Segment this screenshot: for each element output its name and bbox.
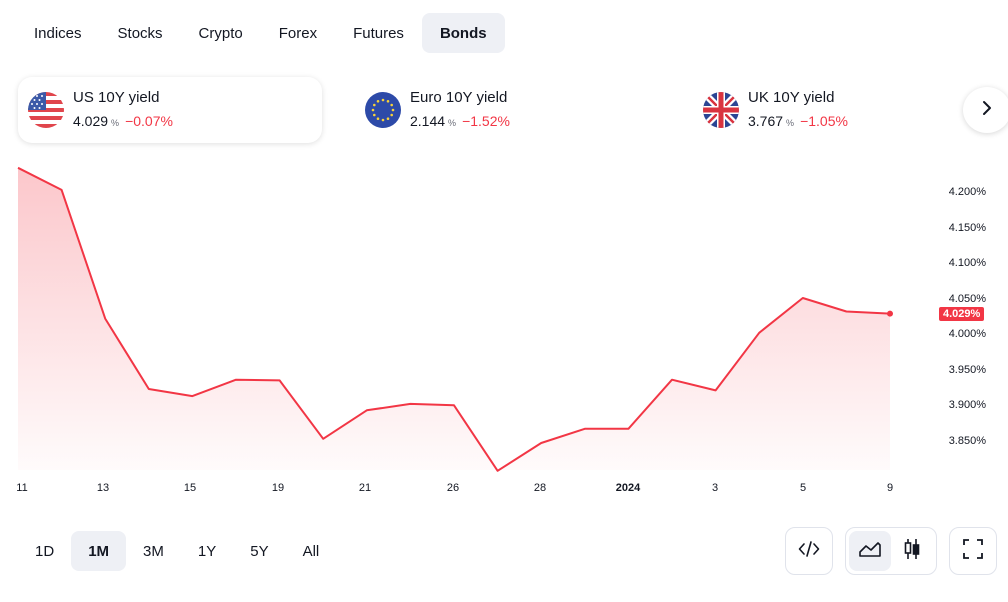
card-us-10y[interactable]: US 10Y yield 4.029% −0.07% — [18, 77, 322, 143]
y-tick-label: 3.850% — [948, 434, 986, 447]
x-tick-label: 28 — [533, 482, 547, 494]
tab-bonds[interactable]: Bonds — [421, 13, 505, 53]
code-icon — [798, 540, 820, 562]
tab-forex[interactable]: Forex — [278, 24, 318, 42]
range-1y[interactable]: 1Y — [197, 542, 217, 560]
tab-stocks[interactable]: Stocks — [117, 24, 163, 42]
range-3m[interactable]: 3M — [143, 542, 164, 560]
card-value: 4.029 — [73, 112, 109, 129]
x-tick-label: 19 — [271, 482, 285, 494]
y-tick-label: 4.100% — [948, 257, 986, 270]
x-tick-label: 15 — [183, 482, 197, 494]
tab-futures[interactable]: Futures — [353, 24, 404, 42]
symbol-cards: US 10Y yield 4.029% −0.07% Euro 10Y yield… — [18, 77, 1008, 143]
range-1d[interactable]: 1D — [35, 542, 55, 560]
x-tick-label: 21 — [358, 482, 372, 494]
tab-crypto[interactable]: Crypto — [198, 24, 243, 42]
y-tick-label: 3.900% — [948, 399, 986, 412]
area-chart-icon — [859, 541, 881, 562]
x-tick-label: 26 — [446, 482, 460, 494]
x-tick-label: 13 — [96, 482, 110, 494]
range-5y[interactable]: 5Y — [250, 542, 269, 560]
series-area — [18, 167, 890, 471]
card-unit: % — [786, 117, 795, 128]
card-uk-10y[interactable]: UK 10Y yield 3.767% −1.05% — [693, 77, 963, 143]
eu-flag-icon — [365, 92, 401, 128]
x-tick-label: 3 — [711, 482, 719, 494]
candlestick-icon — [903, 538, 921, 565]
chart-type-switch — [845, 527, 937, 575]
card-unit: % — [111, 117, 120, 128]
market-tabs: Indices Stocks Crypto Forex Futures Bond… — [16, 13, 505, 53]
range-all[interactable]: All — [302, 542, 320, 560]
y-tick-label: 4.200% — [948, 186, 986, 198]
x-tick-label: 11 — [16, 482, 28, 494]
area-chart-button[interactable] — [849, 531, 891, 571]
x-tick-label: 9 — [886, 482, 894, 494]
card-change: −1.05% — [800, 112, 848, 129]
uk-flag-icon — [703, 92, 739, 128]
fullscreen-icon — [963, 538, 983, 564]
y-tick-label: 4.150% — [948, 221, 986, 234]
y-tick-label: 4.000% — [948, 328, 986, 341]
chart-canvas — [17, 166, 893, 472]
range-1m[interactable]: 1M — [71, 531, 127, 571]
y-tick-label: 4.050% — [948, 292, 986, 305]
range-selector: 1D 1M 3M 1Y 5Y All — [18, 531, 336, 571]
chevron-right-icon — [980, 100, 994, 121]
next-cards-button[interactable] — [963, 87, 1008, 133]
card-name: UK 10Y yield — [748, 88, 835, 106]
card-name: Euro 10Y yield — [410, 88, 508, 106]
x-tick-label: 5 — [799, 482, 807, 494]
card-euro-10y[interactable]: Euro 10Y yield 2.144% −1.52% — [355, 77, 659, 143]
series-line — [17, 166, 891, 472]
fullscreen-button[interactable] — [949, 527, 997, 575]
candlestick-button[interactable] — [891, 531, 933, 571]
yield-chart[interactable]: 4.200% 4.150% 4.100% 4.050% 4.000% 3.950% 3.90… — [0, 160, 1008, 505]
card-change: −0.07% — [125, 112, 173, 129]
tab-indices[interactable]: Indices — [34, 24, 82, 42]
last-point-marker — [887, 310, 893, 317]
us-flag-icon — [28, 92, 64, 128]
last-price-badge: 4.029% — [939, 306, 985, 321]
card-change: −1.52% — [462, 112, 510, 129]
embed-button[interactable] — [785, 527, 833, 575]
card-unit: % — [448, 117, 457, 128]
card-value: 3.767 — [748, 112, 784, 129]
x-tick-label: 2024 — [615, 482, 641, 494]
y-tick-label: 3.950% — [948, 363, 986, 376]
card-name: US 10Y yield — [73, 88, 160, 106]
card-value: 2.144 — [410, 112, 446, 129]
